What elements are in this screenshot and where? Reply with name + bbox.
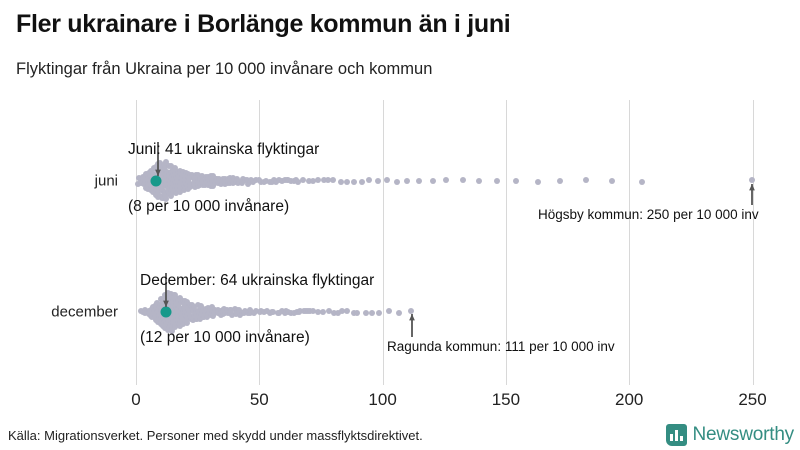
gridline bbox=[382, 100, 384, 385]
data-point bbox=[429, 177, 436, 184]
annotation-juni-line2: (8 per 10 000 invånare) bbox=[128, 198, 290, 215]
chart-subtitle: Flyktingar från Ukraina per 10 000 invån… bbox=[16, 60, 433, 78]
data-point bbox=[386, 307, 393, 314]
data-point bbox=[557, 178, 564, 185]
data-point bbox=[344, 178, 351, 185]
data-point bbox=[476, 177, 483, 184]
data-point bbox=[394, 179, 401, 186]
data-point bbox=[493, 177, 500, 184]
newsworthy-logo: Newsworthy bbox=[665, 424, 795, 446]
data-point bbox=[534, 179, 541, 186]
data-point bbox=[321, 176, 328, 183]
data-point bbox=[375, 178, 382, 185]
y-axis-label-december: december bbox=[51, 303, 118, 321]
x-tick-label: 200 bbox=[615, 390, 644, 409]
arrow-ragunda-callout bbox=[409, 314, 415, 337]
data-point bbox=[351, 179, 358, 185]
source-note: Källa: Migrationsverket. Personer med sk… bbox=[8, 428, 423, 443]
annotation-december-line2: (12 per 10 000 invånare) bbox=[140, 329, 310, 346]
data-point bbox=[359, 178, 366, 185]
data-point bbox=[443, 176, 450, 183]
x-tick-label: 0 bbox=[131, 390, 141, 409]
data-point bbox=[582, 177, 589, 184]
data-point bbox=[376, 310, 383, 317]
page-title: Fler ukrainare i Borlänge kommun än i ju… bbox=[16, 10, 511, 38]
y-axis-label-juni: juni bbox=[94, 172, 118, 190]
annotation-ragunda: Ragunda kommun: 111 per 10 000 inv bbox=[387, 339, 615, 354]
data-point bbox=[366, 177, 373, 184]
bar-chart-icon bbox=[665, 424, 687, 446]
gridline bbox=[629, 100, 631, 385]
data-point bbox=[638, 178, 645, 185]
data-point bbox=[329, 176, 336, 183]
data-point bbox=[609, 178, 616, 185]
x-tick-label: 150 bbox=[491, 390, 521, 409]
data-point bbox=[325, 177, 332, 184]
data-point bbox=[383, 176, 390, 183]
annotation-juni: Juni: 41 ukrainska flyktingar (8 per 10 … bbox=[128, 102, 319, 254]
annotation-hogsby: Högsby kommun: 250 per 10 000 inv bbox=[538, 207, 759, 222]
gridline bbox=[752, 100, 754, 385]
logo-label: Newsworthy bbox=[692, 424, 795, 445]
data-point bbox=[403, 177, 410, 184]
x-tick-label: 50 bbox=[249, 390, 269, 409]
data-point bbox=[459, 177, 466, 184]
data-point bbox=[337, 178, 344, 185]
annotation-juni-line1: Juni: 41 ukrainska flyktingar bbox=[128, 141, 320, 158]
x-tick-label: 100 bbox=[368, 390, 397, 409]
x-tick-label: 250 bbox=[738, 390, 767, 409]
annotation-december-line1: December: 64 ukrainska flyktingar bbox=[140, 272, 375, 289]
data-point bbox=[416, 178, 423, 185]
annotation-december: December: 64 ukrainska flyktingar (12 pe… bbox=[140, 233, 374, 385]
data-point bbox=[513, 177, 520, 184]
